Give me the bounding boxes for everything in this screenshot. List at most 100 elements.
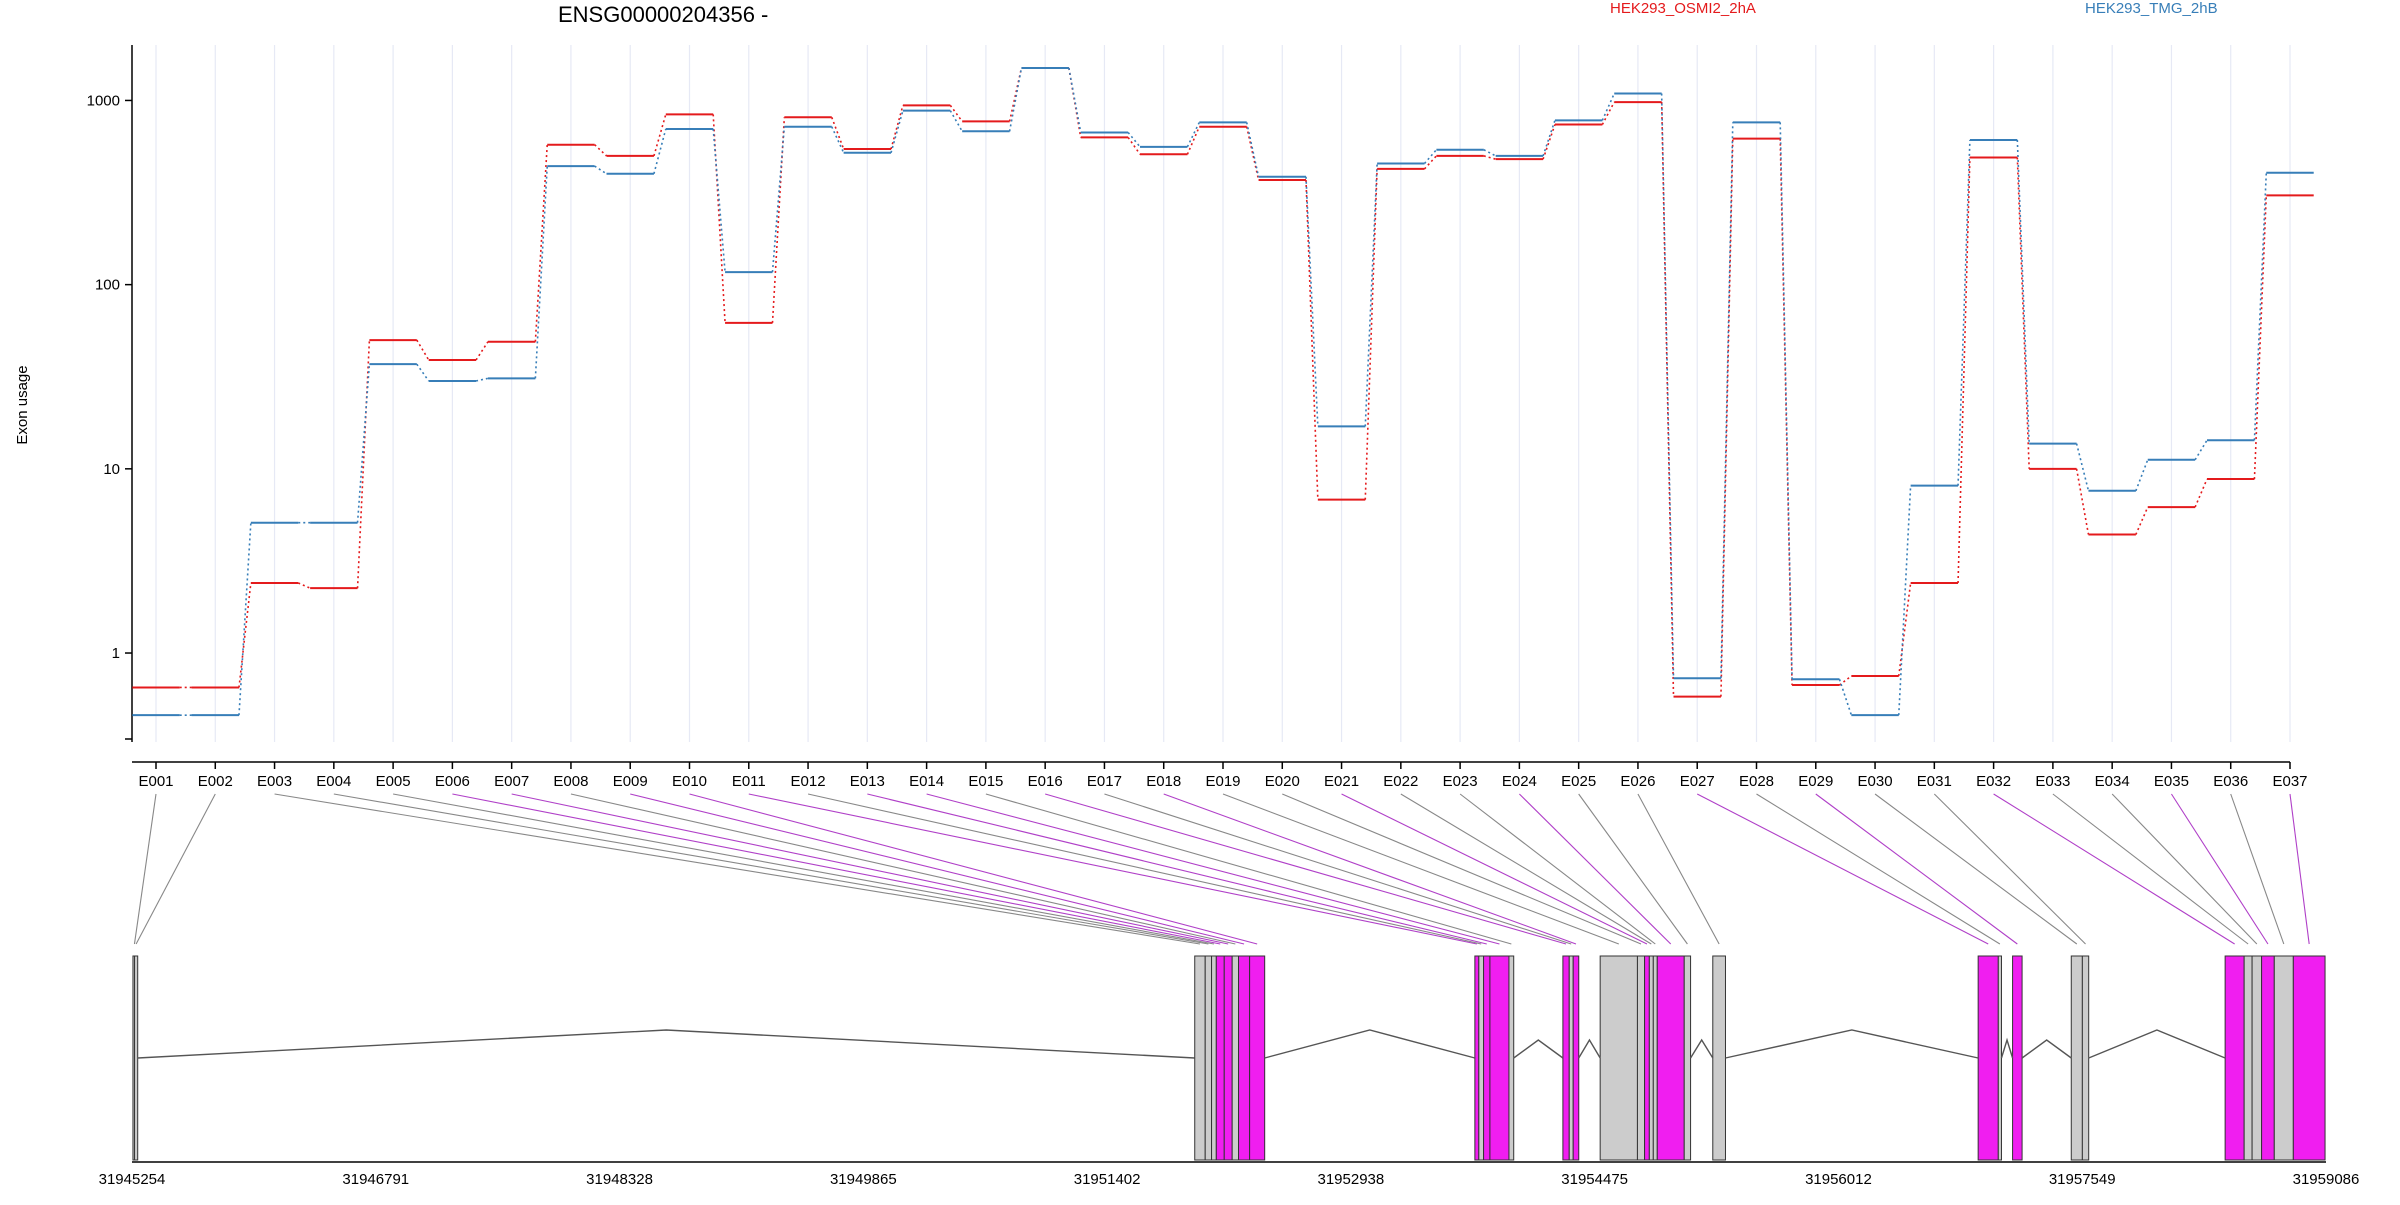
exon-box-e016 xyxy=(1562,955,1570,1161)
series-0-step-e036 xyxy=(2253,195,2268,480)
series-1-step-e028 xyxy=(1779,122,1793,680)
legend-entry-tmg: HEK293_TMG_2hB xyxy=(2085,0,2218,17)
connector-e027 xyxy=(1696,793,1989,945)
legend-entry-osmi2: HEK293_OSMI2_2hA xyxy=(1610,0,1756,17)
series-0-step-e012 xyxy=(831,117,845,150)
series-0-step-e020 xyxy=(1305,179,1319,500)
series-1-step-e004 xyxy=(356,364,371,523)
genome-tick-label-3: 31949865 xyxy=(830,1171,897,1188)
series-1-step-e002 xyxy=(238,522,252,716)
exon-box-e020 xyxy=(1636,955,1646,1161)
intron-e025-e026 xyxy=(1689,1038,1714,1059)
series-1-step-e019 xyxy=(1245,122,1260,177)
series-1-step-e010 xyxy=(712,128,726,273)
x-tick-label-e032: E032 xyxy=(1976,773,2011,790)
x-tick-label-e027: E027 xyxy=(1680,773,1715,790)
series-1-step-e021 xyxy=(1364,163,1378,427)
exon-box-e014 xyxy=(1489,955,1510,1161)
series-1-step-e032 xyxy=(2016,139,2030,444)
series-1-step-e008 xyxy=(594,165,607,175)
connector-e006 xyxy=(452,793,1221,945)
series-0-step-e011 xyxy=(771,117,786,323)
connector-e007 xyxy=(511,793,1229,945)
series-1-step-e026 xyxy=(1660,93,1675,679)
x-tick-label-e014: E014 xyxy=(909,773,944,790)
x-tick-label-e036: E036 xyxy=(2213,773,2248,790)
genome-tick-label-9: 31959086 xyxy=(2293,1171,2360,1188)
exon-box-e026 xyxy=(1712,955,1726,1161)
exon-box-e030 xyxy=(2070,955,2083,1161)
series-lines xyxy=(132,67,2314,717)
axes: ENSG00000204356 - Exon usage HEK293_OSMI… xyxy=(14,0,2308,790)
series-0-step-e018 xyxy=(1186,126,1201,155)
x-tick-label-e022: E022 xyxy=(1383,773,1418,790)
x-tick-label-e016: E016 xyxy=(1028,773,1063,790)
connector-e009 xyxy=(630,793,1245,945)
series-0-step-e025 xyxy=(1601,101,1615,125)
series-1-step-e024 xyxy=(1542,120,1556,157)
exon-box-e036 xyxy=(2273,955,2294,1161)
connector-e037 xyxy=(2289,793,2310,945)
connector-e015 xyxy=(985,793,1512,945)
connector-e028 xyxy=(1756,793,2001,945)
exon-box-e031 xyxy=(2081,955,2090,1161)
y-tick-label-1000: 1000 xyxy=(87,92,120,109)
exon-box-e022 xyxy=(1648,955,1654,1161)
intron-e015-e016 xyxy=(1513,1039,1564,1059)
intron-e029-e030 xyxy=(2021,1039,2072,1059)
exon-box-e015 xyxy=(1508,955,1515,1161)
genome-tick-label-8: 31957549 xyxy=(2049,1171,2116,1188)
connector-e010 xyxy=(689,793,1258,945)
series-1-step-e012 xyxy=(831,126,845,154)
exon-box-e023 xyxy=(1652,955,1658,1161)
exon-box-e007 xyxy=(1223,955,1233,1161)
series-0-step-e026 xyxy=(1660,102,1675,697)
series-0-step-e021 xyxy=(1364,168,1378,500)
exon-box-e029 xyxy=(2012,955,2023,1161)
connector-e035 xyxy=(2170,793,2269,945)
series-0-step-e023 xyxy=(1483,155,1496,160)
intron-e026-e027 xyxy=(1725,1029,1979,1059)
connector-e018 xyxy=(1163,793,1577,945)
series-tmg xyxy=(132,67,2314,717)
series-0-step-e034 xyxy=(2135,506,2149,535)
x-tick-label-e033: E033 xyxy=(2035,773,2070,790)
x-tick-label-e021: E021 xyxy=(1324,773,1359,790)
exon-box-e027 xyxy=(1977,955,1999,1161)
genome-tick-label-6: 31954475 xyxy=(1561,1171,1628,1188)
gene-model: 31945254 31946791 31948328 31949865 31951402… xyxy=(99,955,2360,1188)
connector-e023 xyxy=(1459,793,1656,945)
genome-tick-label-0: 31945254 xyxy=(99,1171,166,1188)
x-tick-label-e030: E030 xyxy=(1858,773,1893,790)
series-0-step-e019 xyxy=(1245,126,1260,181)
x-tick-label-e005: E005 xyxy=(376,773,411,790)
connector-e022 xyxy=(1400,793,1652,945)
series-1-step-e023 xyxy=(1483,149,1497,157)
series-1-step-e011 xyxy=(771,126,786,273)
chart-title: ENSG00000204356 - xyxy=(558,2,768,27)
exon-box-e028 xyxy=(1997,955,2002,1161)
x-tick-label-e001: E001 xyxy=(138,773,173,790)
series-1-step-e013 xyxy=(890,110,904,153)
series-0-step-e029 xyxy=(1839,675,1852,686)
series-0-step-e014 xyxy=(949,104,963,122)
series-1-step-e007 xyxy=(534,166,549,379)
x-tick-label-e006: E006 xyxy=(435,773,470,790)
exon-box-e032 xyxy=(2224,955,2245,1161)
connector-e002 xyxy=(135,793,216,945)
series-1-step-e034 xyxy=(2135,459,2149,492)
x-tick-label-e026: E026 xyxy=(1620,773,1655,790)
exon-box-e010 xyxy=(1249,955,1266,1161)
series-0-step-e005 xyxy=(416,339,430,361)
exon-box-e033 xyxy=(2243,955,2253,1161)
series-1-step-e018 xyxy=(1186,122,1201,148)
series-0-step-e003 xyxy=(297,582,311,589)
connector-e012 xyxy=(807,793,1482,945)
exon-box-e008 xyxy=(1231,955,1240,1161)
intron-e018-e019 xyxy=(1578,1038,1601,1059)
connector-e030 xyxy=(1874,793,2078,945)
x-tick-label-e003: E003 xyxy=(257,773,292,790)
x-tick-label-e012: E012 xyxy=(791,773,826,790)
x-tick-label-e011: E011 xyxy=(732,773,766,790)
connector-e034 xyxy=(2111,793,2258,945)
